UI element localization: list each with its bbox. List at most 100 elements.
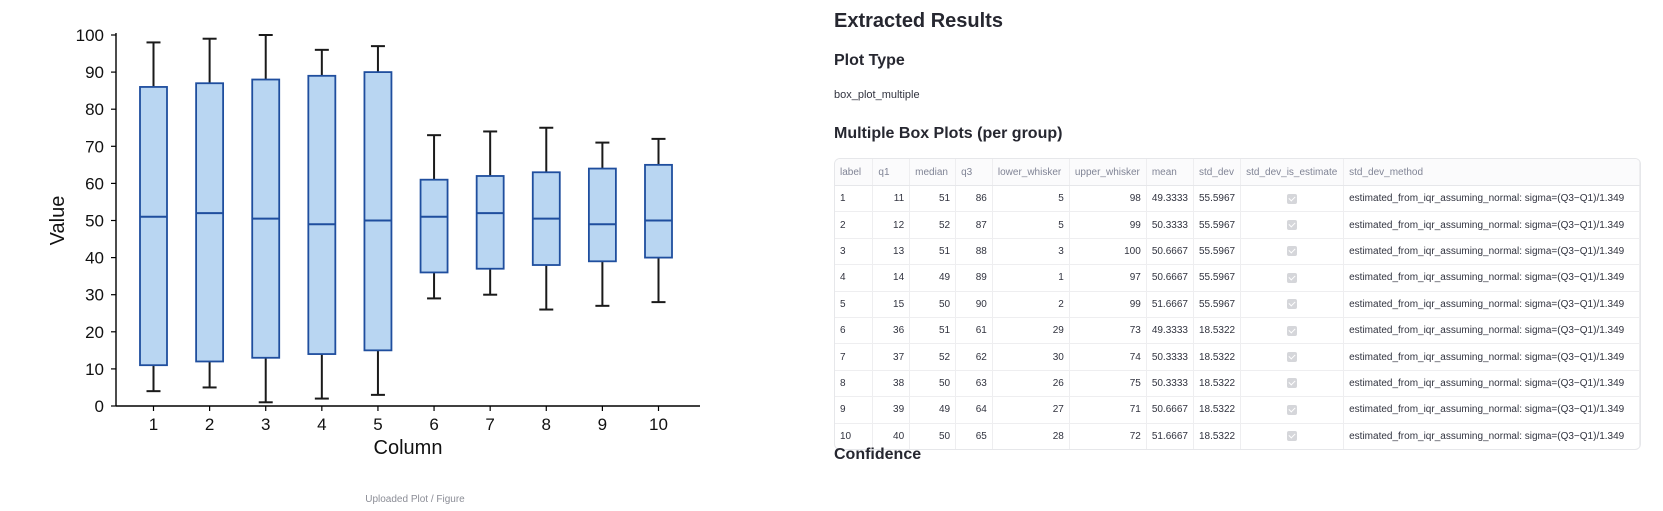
table-cell: 51 [909,317,957,345]
table-cell: 98 [1069,185,1147,213]
y-tick-label: 100 [76,26,104,45]
table-cell: 39 [872,396,911,424]
table-cell: 1 [835,185,874,213]
x-tick-label: 10 [649,415,668,434]
x-tick-label: 5 [373,415,382,434]
table-row[interactable]: 2 12 52 87 5 99 50.3333 55.5967 estimated_from_i… [835,211,1640,239]
table-cell: 18.5322 [1193,396,1242,424]
table-row[interactable]: 9 39 49 64 27 71 50.6667 18.5322 estimated_from_… [835,396,1640,424]
table-row[interactable]: 7 37 52 62 30 74 50.3333 18.5322 estimated_from_… [835,343,1640,371]
plot-type-value: box_plot_multiple [834,89,920,101]
table-cell: 50.6667 [1146,264,1194,292]
table-cell: 51.6667 [1146,291,1194,318]
table-cell: 50 [909,370,957,398]
table-cell: 5 [835,291,874,318]
std-dev-is-estimate-cell [1240,343,1345,371]
std-dev-is-estimate-cell [1240,211,1345,239]
table-cell: estimated_from_iqr_assuming_normal: sigm… [1343,423,1640,449]
table-cell: 18.5322 [1193,317,1242,345]
table-cell: estimated_from_iqr_assuming_normal: sigm… [1343,238,1640,266]
box-10 [644,163,673,259]
y-axis-title: Value [47,196,69,246]
col-header-label[interactable]: label [835,159,874,186]
table-cell: estimated_from_iqr_assuming_normal: sigm… [1343,343,1640,371]
std-dev-is-estimate-cell [1240,317,1345,345]
table-row[interactable]: 6 36 51 61 29 73 49.3333 18.5322 estimated_from_… [835,317,1640,345]
table-cell: 3 [835,238,874,266]
box-4 [307,74,337,355]
table-row[interactable]: 3 13 51 88 3 100 50.6667 55.5967 estimated_from_… [835,238,1640,266]
box-9 [587,167,617,263]
std-dev-is-estimate-cell [1240,291,1345,318]
table-cell: 74 [1069,343,1147,371]
y-tick-label: 90 [85,63,104,82]
col-header-std-dev-is-estimate[interactable]: std_dev_is_estimate [1240,159,1345,186]
col-header-std-dev[interactable]: std_dev [1193,159,1242,186]
std-dev-is-estimate-cell [1240,238,1345,266]
table-cell: 5 [992,185,1070,213]
table-row[interactable]: 8 38 50 63 26 75 50.3333 18.5322 estimated_from_… [835,370,1640,398]
table-cell: 2 [835,211,874,239]
table-row[interactable]: 1 11 51 86 5 98 49.3333 55.5967 estimated_from_i… [835,185,1640,213]
std-dev-is-estimate-cell [1240,370,1345,398]
checkbox-checked-icon [1287,404,1298,415]
table-cell: 13 [872,238,911,266]
table-cell: estimated_from_iqr_assuming_normal: sigm… [1343,317,1640,345]
table-cell: 18.5322 [1193,423,1242,449]
table-cell: 86 [955,185,993,213]
col-header-std-dev-method[interactable]: std_dev_method [1343,159,1640,186]
table-cell: 49.3333 [1146,317,1194,345]
table-cell: 29 [992,317,1070,345]
table-cell: 50.3333 [1146,343,1194,371]
table-cell: 51 [909,185,957,213]
col-header-upper-whisker[interactable]: upper_whisker [1069,159,1147,186]
table-heading: Multiple Box Plots (per group) [834,125,1063,142]
table-cell: 73 [1069,317,1147,345]
table-cell: 11 [872,185,911,213]
col-header-median[interactable]: median [909,159,957,186]
table-row[interactable]: 4 14 49 89 1 97 50.6667 55.5967 estimated_from_i… [835,264,1640,292]
table-cell: 89 [955,264,993,292]
table-cell: 52 [909,211,957,239]
checkbox-checked-icon [1287,193,1298,204]
table-cell: 49 [909,264,957,292]
table-row[interactable]: 5 15 50 90 2 99 51.6667 55.5967 estimated_from_i… [835,291,1640,318]
table-cell: 100 [1069,238,1147,266]
y-tick-label: 60 [85,174,104,193]
box-plot-chart: 0 10 20 30 40 50 60 70 80 90 100 1 2 3 4 5 6 7 8 9 10 Column V… [47,26,700,459]
table-cell: 28 [992,423,1070,449]
table-cell: 50 [909,423,957,449]
table-cell: 52 [909,343,957,371]
table-cell: 38 [872,370,911,398]
table-cell: 15 [872,291,911,318]
x-axis-title: Column [374,437,443,459]
table-cell: 2 [992,291,1070,318]
table-cell: 36 [872,317,911,345]
table-cell: 10 [835,423,874,449]
results-title: Extracted Results [834,10,1003,32]
table-cell: 55.5967 [1193,264,1242,292]
table-cell: 50.6667 [1146,238,1194,266]
x-tick-label: 9 [598,415,607,434]
col-header-q1[interactable]: q1 [872,159,911,186]
y-tick-label: 20 [85,323,104,342]
y-tick-label: 30 [85,286,104,305]
table-cell: 3 [992,238,1070,266]
table-cell: 27 [992,396,1070,424]
checkbox-checked-icon [1287,299,1298,310]
y-tick-label: 40 [85,249,104,268]
col-header-q3[interactable]: q3 [955,159,993,186]
col-header-mean[interactable]: mean [1146,159,1194,186]
x-tick-label: 3 [261,415,270,434]
results-table[interactable]: label q1 median q3 lower_whisker upper_w… [834,158,1641,450]
table-row[interactable]: 10 40 50 65 28 72 51.6667 18.5322 estimated_from… [835,423,1640,449]
table-cell: 63 [955,370,993,398]
confidence-heading: Confidence [834,446,922,463]
table-cell: 8 [835,370,874,398]
std-dev-is-estimate-cell [1240,185,1345,213]
table-cell: 18.5322 [1193,370,1242,398]
table-cell: 9 [835,396,874,424]
table-cell: 99 [1069,291,1147,318]
col-header-lower-whisker[interactable]: lower_whisker [992,159,1070,186]
table-cell: 49 [909,396,957,424]
